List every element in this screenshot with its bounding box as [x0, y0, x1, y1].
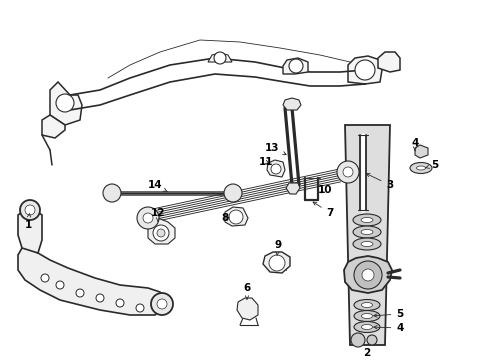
Circle shape	[268, 255, 285, 271]
Polygon shape	[283, 58, 307, 74]
Circle shape	[228, 210, 243, 224]
Text: 4: 4	[373, 323, 403, 333]
Circle shape	[361, 269, 373, 281]
Text: 5: 5	[425, 160, 438, 170]
Polygon shape	[50, 82, 82, 125]
Polygon shape	[42, 115, 65, 138]
Polygon shape	[285, 183, 299, 194]
Text: 10: 10	[317, 185, 331, 195]
Circle shape	[151, 293, 173, 315]
Polygon shape	[345, 125, 389, 345]
Circle shape	[157, 229, 164, 237]
Polygon shape	[18, 248, 164, 315]
Ellipse shape	[352, 226, 380, 238]
Circle shape	[20, 200, 40, 220]
Polygon shape	[237, 298, 258, 320]
Circle shape	[214, 52, 225, 64]
Circle shape	[270, 164, 281, 174]
Text: 12: 12	[150, 208, 165, 221]
Circle shape	[157, 299, 167, 309]
Circle shape	[136, 304, 143, 312]
Polygon shape	[343, 256, 391, 293]
Circle shape	[116, 299, 124, 307]
Ellipse shape	[352, 238, 380, 250]
Text: 7: 7	[312, 202, 333, 218]
Circle shape	[288, 59, 303, 73]
Polygon shape	[207, 53, 231, 62]
Text: 5: 5	[373, 309, 403, 319]
Text: 8: 8	[221, 213, 228, 223]
Circle shape	[336, 161, 358, 183]
Circle shape	[103, 184, 121, 202]
Circle shape	[142, 213, 153, 223]
Ellipse shape	[353, 321, 379, 333]
Text: 1: 1	[24, 214, 32, 230]
Polygon shape	[224, 207, 247, 226]
Polygon shape	[283, 98, 301, 110]
Ellipse shape	[361, 324, 372, 329]
Polygon shape	[266, 160, 285, 177]
Polygon shape	[263, 252, 289, 273]
Circle shape	[56, 281, 64, 289]
Text: 4: 4	[410, 138, 418, 151]
Polygon shape	[18, 210, 42, 253]
Text: 2: 2	[363, 348, 370, 358]
Ellipse shape	[353, 310, 379, 321]
Ellipse shape	[353, 300, 379, 310]
Text: 13: 13	[264, 143, 285, 155]
Polygon shape	[377, 52, 399, 72]
Circle shape	[41, 274, 49, 282]
Ellipse shape	[360, 242, 372, 247]
Text: 9: 9	[274, 240, 281, 256]
Circle shape	[25, 205, 35, 215]
Circle shape	[137, 207, 159, 229]
Ellipse shape	[360, 230, 372, 234]
Polygon shape	[414, 145, 427, 158]
Polygon shape	[148, 217, 175, 244]
Ellipse shape	[361, 314, 372, 319]
Circle shape	[354, 60, 374, 80]
Circle shape	[350, 333, 364, 347]
Circle shape	[224, 184, 242, 202]
Text: 6: 6	[243, 283, 250, 299]
Ellipse shape	[352, 214, 380, 226]
Circle shape	[56, 94, 74, 112]
Ellipse shape	[416, 166, 425, 170]
Circle shape	[366, 335, 376, 345]
Circle shape	[153, 225, 169, 241]
Ellipse shape	[409, 162, 431, 174]
Text: 14: 14	[147, 180, 167, 192]
Ellipse shape	[361, 302, 372, 307]
Ellipse shape	[360, 217, 372, 222]
Circle shape	[353, 261, 381, 289]
Circle shape	[342, 167, 352, 177]
Polygon shape	[347, 56, 381, 84]
Circle shape	[76, 289, 84, 297]
Circle shape	[96, 294, 104, 302]
Text: 3: 3	[366, 174, 393, 190]
Text: 11: 11	[258, 157, 273, 167]
